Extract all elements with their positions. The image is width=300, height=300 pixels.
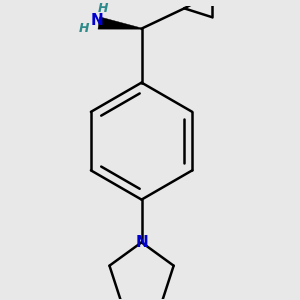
Polygon shape bbox=[98, 17, 142, 29]
Text: N: N bbox=[135, 235, 148, 250]
Text: H: H bbox=[98, 2, 109, 15]
Text: N: N bbox=[90, 13, 103, 28]
Text: H: H bbox=[79, 22, 89, 35]
